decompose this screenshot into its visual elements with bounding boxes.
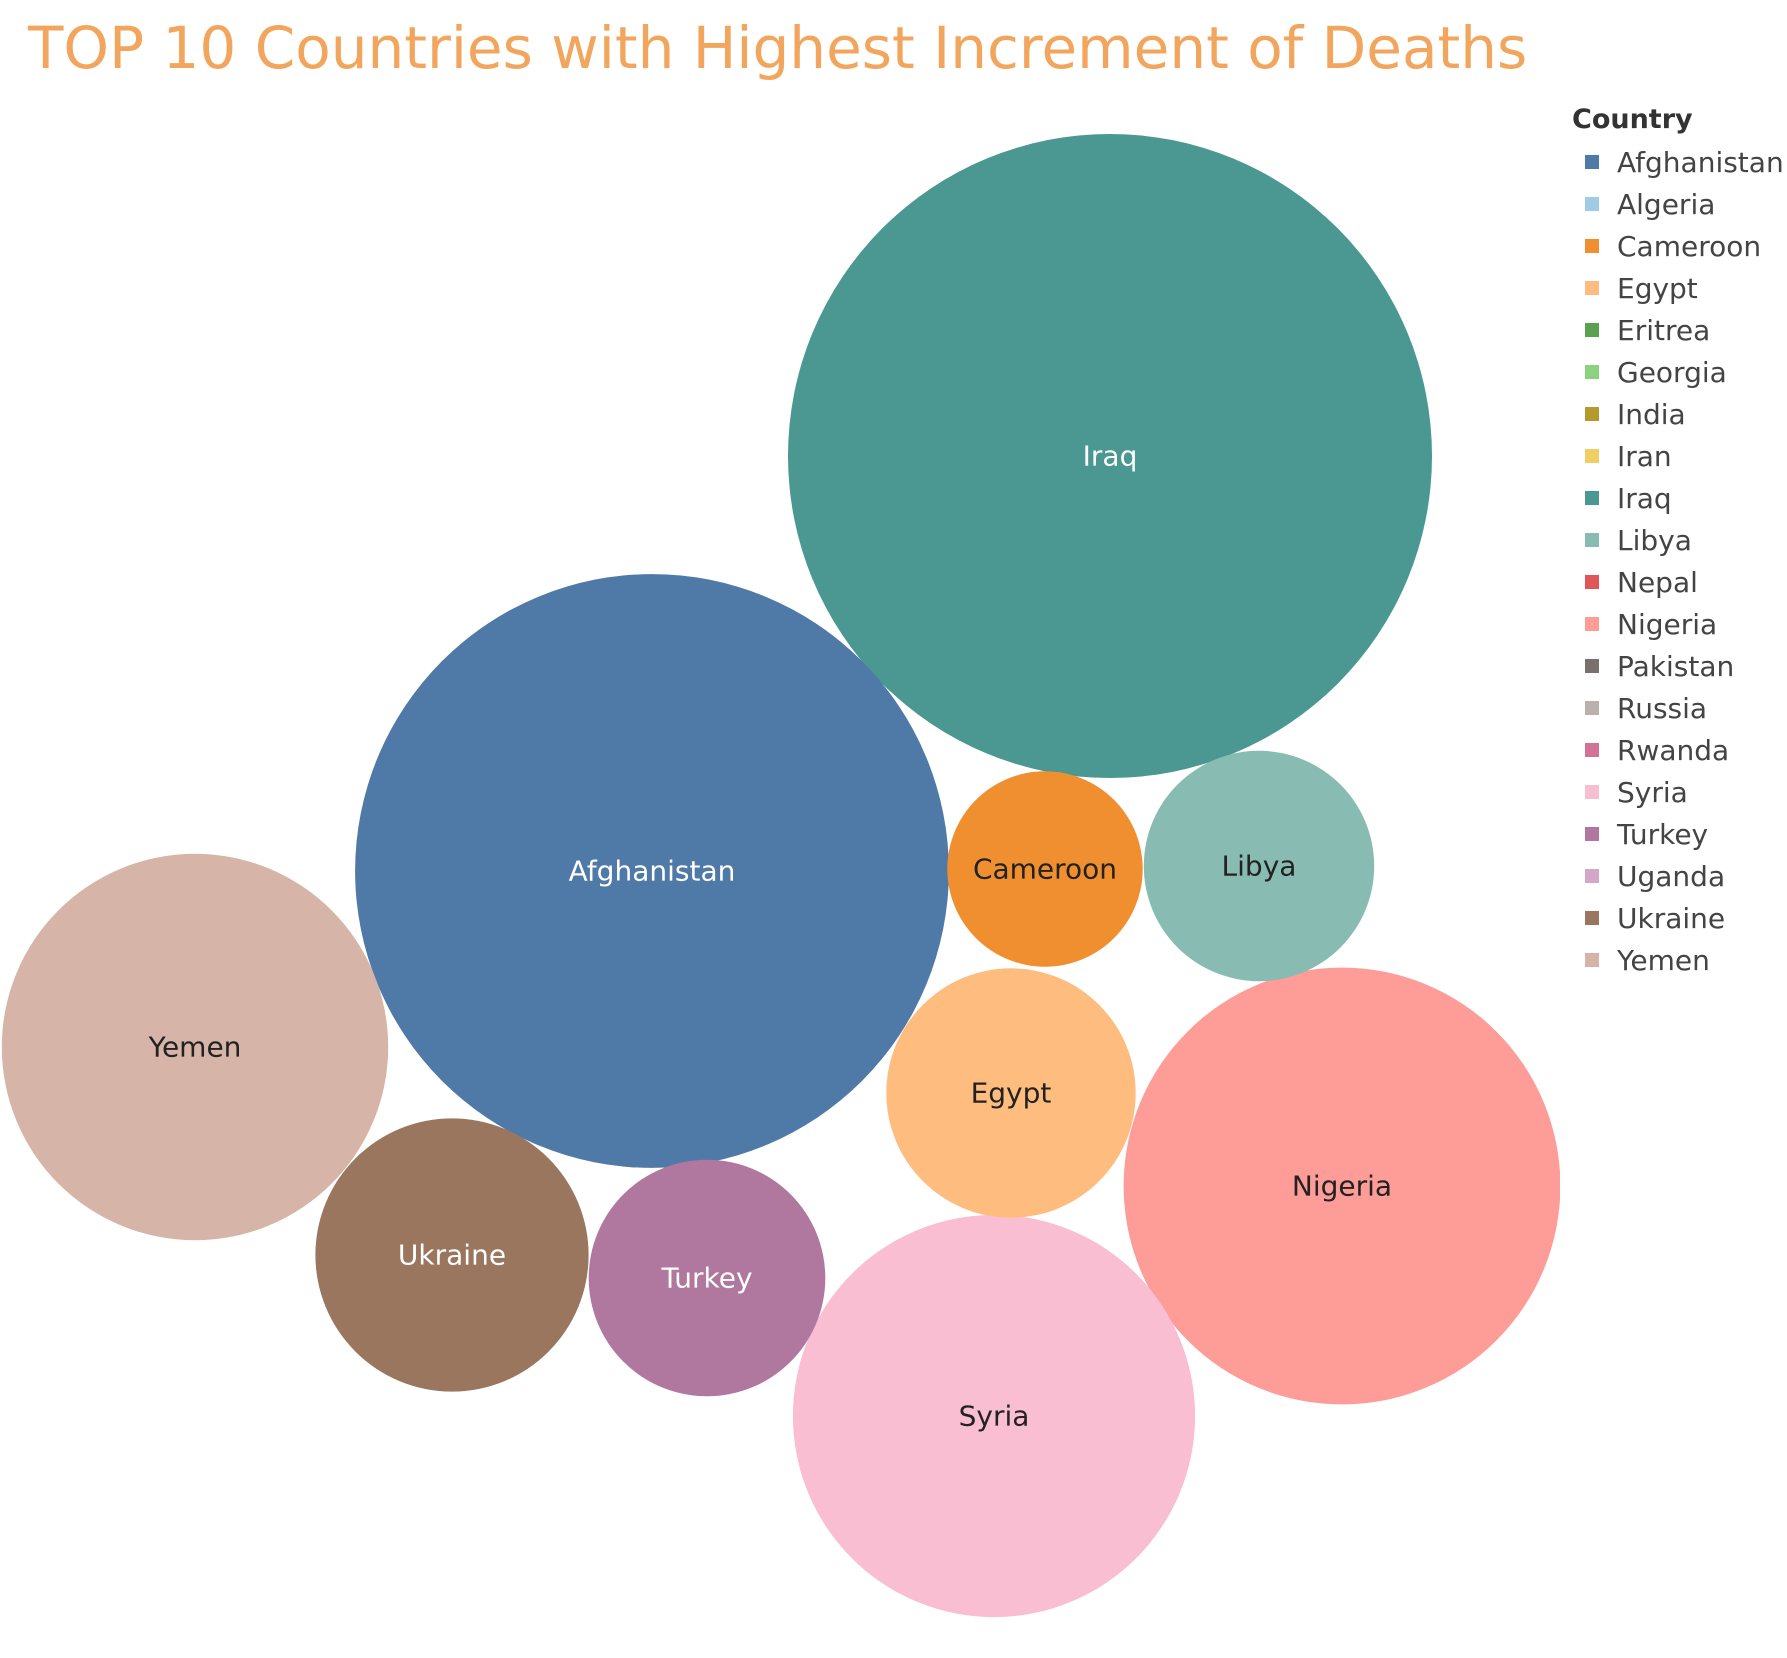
legend: Country Afghanistan Algeria Cameroon Egypt E…	[1572, 104, 1784, 981]
legend-label-afghanistan: Afghanistan	[1617, 145, 1784, 179]
bubble-circle-nigeria[interactable]	[1123, 967, 1560, 1405]
legend-item-india[interactable]: India	[1572, 393, 1784, 435]
legend-label-nigeria: Nigeria	[1617, 607, 1718, 641]
legend-swatch-ukraine	[1585, 911, 1599, 925]
legend-label-algeria: Algeria	[1617, 187, 1716, 221]
legend-swatch-turkey	[1585, 827, 1599, 841]
legend-label-uganda: Uganda	[1617, 859, 1726, 893]
legend-label-egypt: Egypt	[1617, 271, 1698, 305]
bubble-label-iraq: Iraq	[1083, 440, 1138, 473]
bubble-label-yemen: Yemen	[148, 1031, 242, 1064]
legend-swatch-uganda	[1585, 869, 1599, 883]
bubble-circle-cameroon[interactable]	[947, 771, 1143, 967]
bubble-circle-egypt[interactable]	[886, 968, 1136, 1218]
legend-swatch-iran	[1585, 449, 1599, 463]
legend-title: Country	[1572, 104, 1693, 135]
legend-label-iran: Iran	[1617, 439, 1672, 473]
legend-swatch-yemen	[1585, 953, 1599, 967]
legend-swatch-georgia	[1585, 365, 1599, 379]
bubble-circle-afghanistan[interactable]	[355, 574, 949, 1168]
legend-swatch-pakistan	[1585, 659, 1599, 673]
bubble-circle-yemen[interactable]	[1, 853, 389, 1241]
legend-label-russia: Russia	[1617, 691, 1708, 725]
legend-label-syria: Syria	[1617, 775, 1688, 809]
bubble-yemen[interactable]: Yemen	[1, 853, 389, 1241]
bubble-circle-iraq[interactable]	[788, 134, 1432, 778]
bubble-label-cameroon: Cameroon	[973, 853, 1117, 886]
legend-swatch-nepal	[1585, 575, 1599, 589]
bubble-afghanistan[interactable]: Afghanistan	[355, 574, 949, 1168]
legend-item-uganda[interactable]: Uganda	[1572, 855, 1784, 897]
legend-swatch-russia	[1585, 701, 1599, 715]
legend-swatch-eritrea	[1585, 323, 1599, 337]
legend-swatch-cameroon	[1585, 239, 1599, 253]
legend-item-georgia[interactable]: Georgia	[1572, 351, 1784, 393]
legend-swatch-nigeria	[1585, 617, 1599, 631]
bubble-label-syria: Syria	[959, 1400, 1030, 1433]
bubble-label-ukraine: Ukraine	[398, 1239, 506, 1272]
legend-item-egypt[interactable]: Egypt	[1572, 267, 1784, 309]
legend-swatch-afghanistan	[1585, 155, 1599, 169]
legend-item-yemen[interactable]: Yemen	[1572, 939, 1784, 981]
bubble-nigeria[interactable]: Nigeria	[1123, 967, 1560, 1405]
legend-item-rwanda[interactable]: Rwanda	[1572, 729, 1784, 771]
legend-swatch-rwanda	[1585, 743, 1599, 757]
bubble-turkey[interactable]: Turkey	[588, 1159, 826, 1397]
legend-item-iraq[interactable]: Iraq	[1572, 477, 1784, 519]
legend-swatch-egypt	[1585, 281, 1599, 295]
bubble-label-turkey: Turkey	[660, 1262, 752, 1295]
legend-label-eritrea: Eritrea	[1617, 313, 1711, 347]
legend-label-nepal: Nepal	[1617, 565, 1698, 599]
bubble-circle-ukraine[interactable]	[315, 1118, 589, 1392]
bubble-cameroon[interactable]: Cameroon	[947, 771, 1143, 967]
legend-item-ukraine[interactable]: Ukraine	[1572, 897, 1784, 939]
legend-item-iran[interactable]: Iran	[1572, 435, 1784, 477]
legend-swatch-iraq	[1585, 491, 1599, 505]
bubble-label-afghanistan: Afghanistan	[569, 855, 736, 888]
bubble-egypt[interactable]: Egypt	[886, 968, 1136, 1218]
legend-swatch-algeria	[1585, 197, 1599, 211]
legend-item-russia[interactable]: Russia	[1572, 687, 1784, 729]
bubble-label-libya: Libya	[1222, 850, 1297, 883]
legend-item-nepal[interactable]: Nepal	[1572, 561, 1784, 603]
legend-label-iraq: Iraq	[1617, 481, 1672, 515]
legend-item-libya[interactable]: Libya	[1572, 519, 1784, 561]
legend-item-algeria[interactable]: Algeria	[1572, 183, 1784, 225]
bubble-libya[interactable]: Libya	[1143, 750, 1375, 982]
bubble-circle-syria[interactable]	[792, 1214, 1196, 1618]
bubble-label-nigeria: Nigeria	[1292, 1170, 1392, 1203]
bubble-chart: Iraq Afghanistan Nigeria Syria Yemen Ukraine E…	[1, 134, 1560, 1618]
bubble-iraq[interactable]: Iraq	[788, 134, 1432, 778]
legend-item-nigeria[interactable]: Nigeria	[1572, 603, 1784, 645]
legend-swatch-libya	[1585, 533, 1599, 547]
legend-swatch-india	[1585, 407, 1599, 421]
legend-label-pakistan: Pakistan	[1617, 649, 1735, 683]
legend-label-libya: Libya	[1617, 523, 1692, 557]
bubble-label-egypt: Egypt	[971, 1077, 1052, 1110]
legend-list: Afghanistan Algeria Cameroon Egypt Eritrea Ge…	[1572, 141, 1784, 981]
legend-label-ukraine: Ukraine	[1617, 901, 1726, 935]
legend-label-turkey: Turkey	[1617, 817, 1709, 851]
chart-title: TOP 10 Countries with Highest Increment …	[28, 14, 1528, 82]
legend-label-india: India	[1617, 397, 1686, 431]
legend-item-pakistan[interactable]: Pakistan	[1572, 645, 1784, 687]
bubble-syria[interactable]: Syria	[792, 1214, 1196, 1618]
legend-item-syria[interactable]: Syria	[1572, 771, 1784, 813]
legend-label-georgia: Georgia	[1617, 355, 1727, 389]
legend-label-yemen: Yemen	[1617, 943, 1710, 977]
bubble-circle-turkey[interactable]	[588, 1159, 826, 1397]
legend-swatch-syria	[1585, 785, 1599, 799]
legend-item-turkey[interactable]: Turkey	[1572, 813, 1784, 855]
legend-item-afghanistan[interactable]: Afghanistan	[1572, 141, 1784, 183]
legend-item-cameroon[interactable]: Cameroon	[1572, 225, 1784, 267]
bubble-ukraine[interactable]: Ukraine	[315, 1118, 589, 1392]
legend-label-rwanda: Rwanda	[1617, 733, 1730, 767]
legend-item-eritrea[interactable]: Eritrea	[1572, 309, 1784, 351]
legend-label-cameroon: Cameroon	[1617, 229, 1762, 263]
bubble-circle-libya[interactable]	[1143, 750, 1375, 982]
